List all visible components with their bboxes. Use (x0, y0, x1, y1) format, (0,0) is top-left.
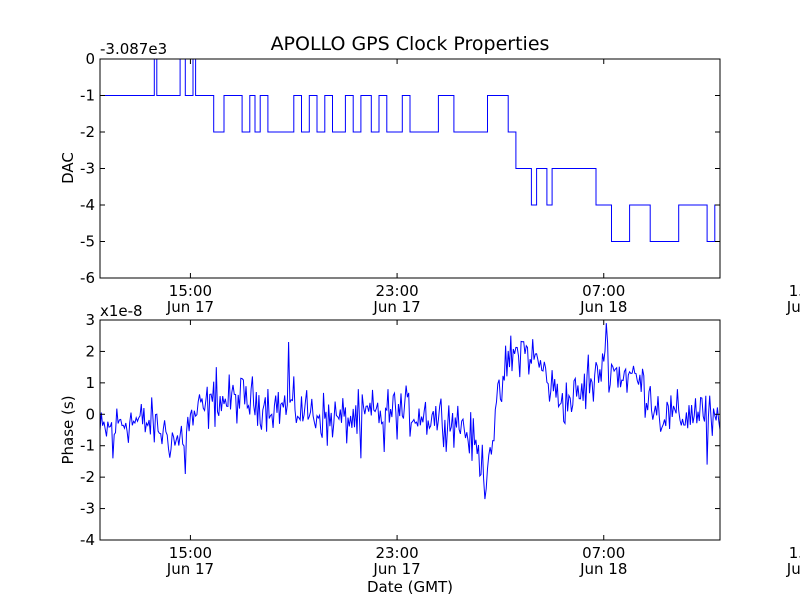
x-axis-label: Date (GMT) (367, 578, 453, 596)
dac-xtick-time: 23:00 (375, 282, 418, 300)
dac-ytick-label: -2 (80, 123, 95, 141)
dac-ytick-label: -1 (80, 87, 95, 105)
dac-xtick-time: 07:00 (582, 282, 625, 300)
phase-xtick-time: 23:00 (375, 544, 418, 562)
dac-y-ticks: 0 -1 -2 -3 -4 -5 -6 (80, 50, 720, 287)
dac-xtick-date: Jun 18 (579, 298, 627, 316)
dac-ytick-label: -6 (80, 269, 95, 287)
chart-title: APOLLO GPS Clock Properties (271, 33, 550, 55)
phase-y-ticks: 3 2 1 0 -1 -2 -3 -4 (80, 311, 720, 549)
dac-xtick-time: 15:00 (169, 282, 212, 300)
phase-offset-label: x1e-8 (100, 302, 143, 320)
phase-xtick-date: Jun 18 (579, 560, 627, 578)
dac-xtick-date: Jun 17 (372, 298, 420, 316)
phase-xtick-date: Jun 18 (786, 560, 800, 578)
dac-y-label: DAC (59, 152, 77, 184)
phase-ytick-label: 0 (85, 405, 95, 423)
phase-xtick-date: Jun 17 (372, 560, 420, 578)
dac-xtick-date: Jun 18 (786, 298, 800, 316)
phase-ytick-label: 2 (85, 342, 95, 360)
phase-ytick-label: -4 (80, 531, 95, 549)
phase-ytick-label: -1 (80, 437, 95, 455)
dac-offset-label: -3.087e3 (100, 40, 167, 58)
phase-y-label: Phase (s) (59, 395, 77, 464)
dac-xtick-time: 15:00 (789, 282, 800, 300)
dac-ytick-label: -3 (80, 160, 95, 178)
dac-xtick-date: Jun 17 (166, 298, 214, 316)
phase-axes-frame (99, 319, 721, 541)
phase-ytick-label: 1 (85, 374, 95, 392)
phase-ytick-label: -2 (80, 468, 95, 486)
phase-xtick-time: 07:00 (582, 544, 625, 562)
dac-ytick-label: -5 (80, 233, 95, 251)
dac-ytick-label: -4 (80, 196, 95, 214)
phase-xtick-date: Jun 17 (166, 560, 214, 578)
phase-xtick-time: 15:00 (169, 544, 212, 562)
phase-ytick-label: 3 (85, 311, 95, 329)
phase-ytick-label: -3 (80, 500, 95, 518)
dac-ytick-label: 0 (85, 50, 95, 68)
phase-xtick-time: 15:00 (789, 544, 800, 562)
